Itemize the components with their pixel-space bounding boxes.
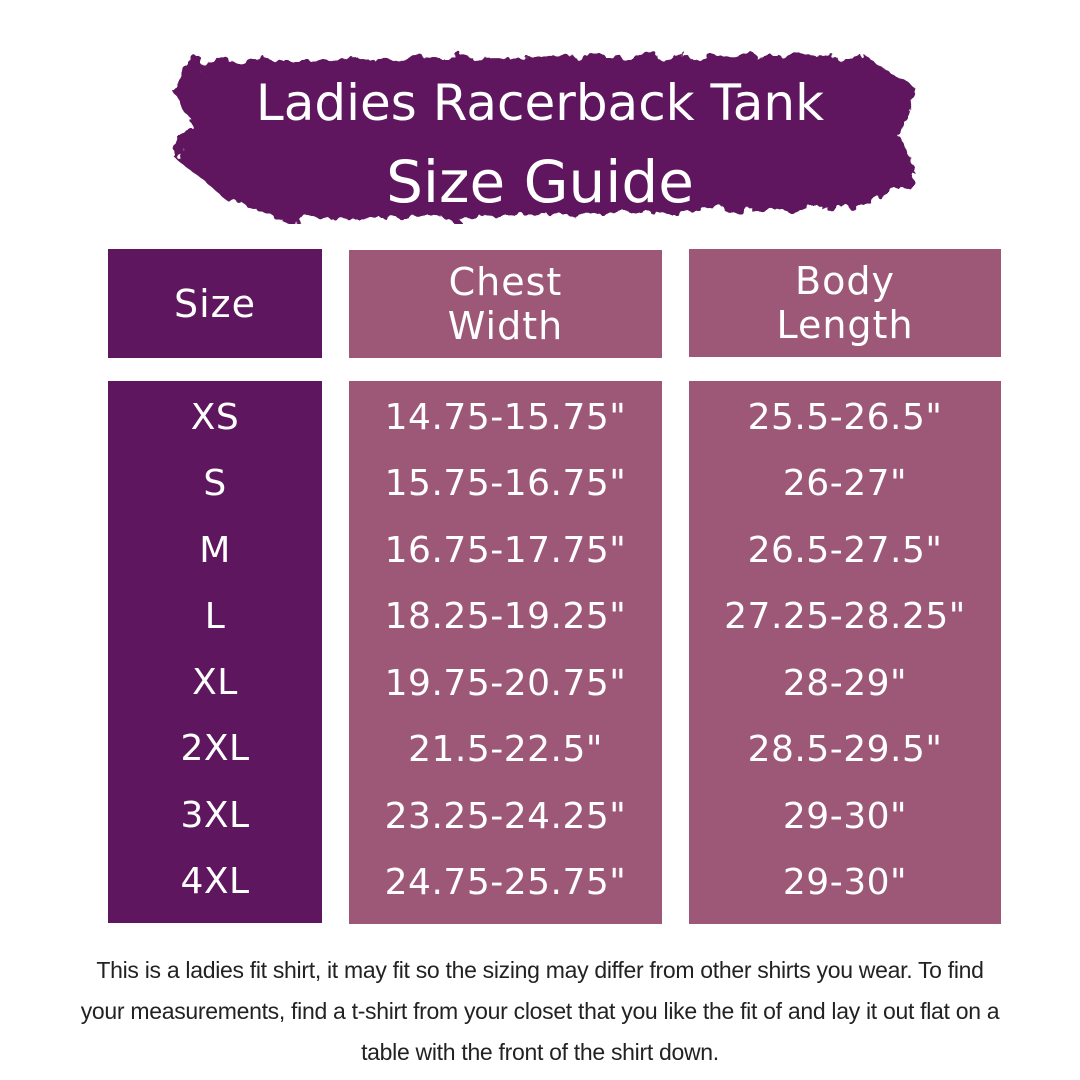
- body-cell: 29-30": [782, 795, 908, 837]
- body-cell: 28-29": [782, 662, 908, 704]
- size-cell: M: [199, 529, 231, 571]
- body-cell: 26-27": [782, 463, 908, 505]
- chest-cell: 16.75-17.75": [384, 529, 627, 571]
- body-cell: 25.5-26.5": [747, 397, 943, 438]
- body-cell: 27.25-28.25": [724, 596, 966, 638]
- chest-cell: 15.75-16.75": [384, 463, 627, 505]
- size-cell: S: [203, 463, 227, 505]
- body-cell: 29-30": [782, 861, 908, 903]
- body-cell: 28.5-29.5": [747, 729, 943, 771]
- chest-cell: 21.5-22.5": [408, 729, 603, 771]
- header-size: Size: [108, 249, 322, 358]
- chest-cell: 19.75-20.75": [384, 662, 627, 704]
- header-body-length: Body Length: [689, 249, 1001, 357]
- size-cell: L: [204, 595, 226, 637]
- chest-width-column: 14.75-15.75" 15.75-16.75" 16.75-17.75" 18.2…: [349, 381, 662, 924]
- body-length-column: 25.5-26.5" 26-27" 26.5-27.5" 27.25-28.25" 28…: [689, 381, 1001, 924]
- size-cell: XS: [190, 397, 240, 438]
- chest-cell: 23.25-24.25": [384, 795, 627, 837]
- size-cell: XL: [192, 662, 238, 704]
- title-line-1: Ladies Racerback Tank: [255, 74, 825, 132]
- size-column: XS S M L XL 2XL 3XL 4XL: [108, 381, 322, 923]
- size-cell: 2XL: [180, 728, 250, 770]
- title-line-2: Size Guide: [386, 148, 694, 216]
- body-cell: 26.5-27.5": [747, 529, 943, 571]
- size-cell: 4XL: [180, 860, 250, 902]
- title-brush-stroke: [170, 56, 920, 220]
- chest-cell: 18.25-19.25": [384, 596, 627, 638]
- chest-cell: 14.75-15.75": [384, 397, 627, 438]
- size-cell: 3XL: [180, 794, 250, 836]
- chest-cell: 24.75-25.75": [384, 861, 627, 903]
- header-chest-width: Chest Width: [349, 250, 662, 358]
- fit-note: This is a ladies fit shirt, it may fit s…: [80, 957, 1000, 1065]
